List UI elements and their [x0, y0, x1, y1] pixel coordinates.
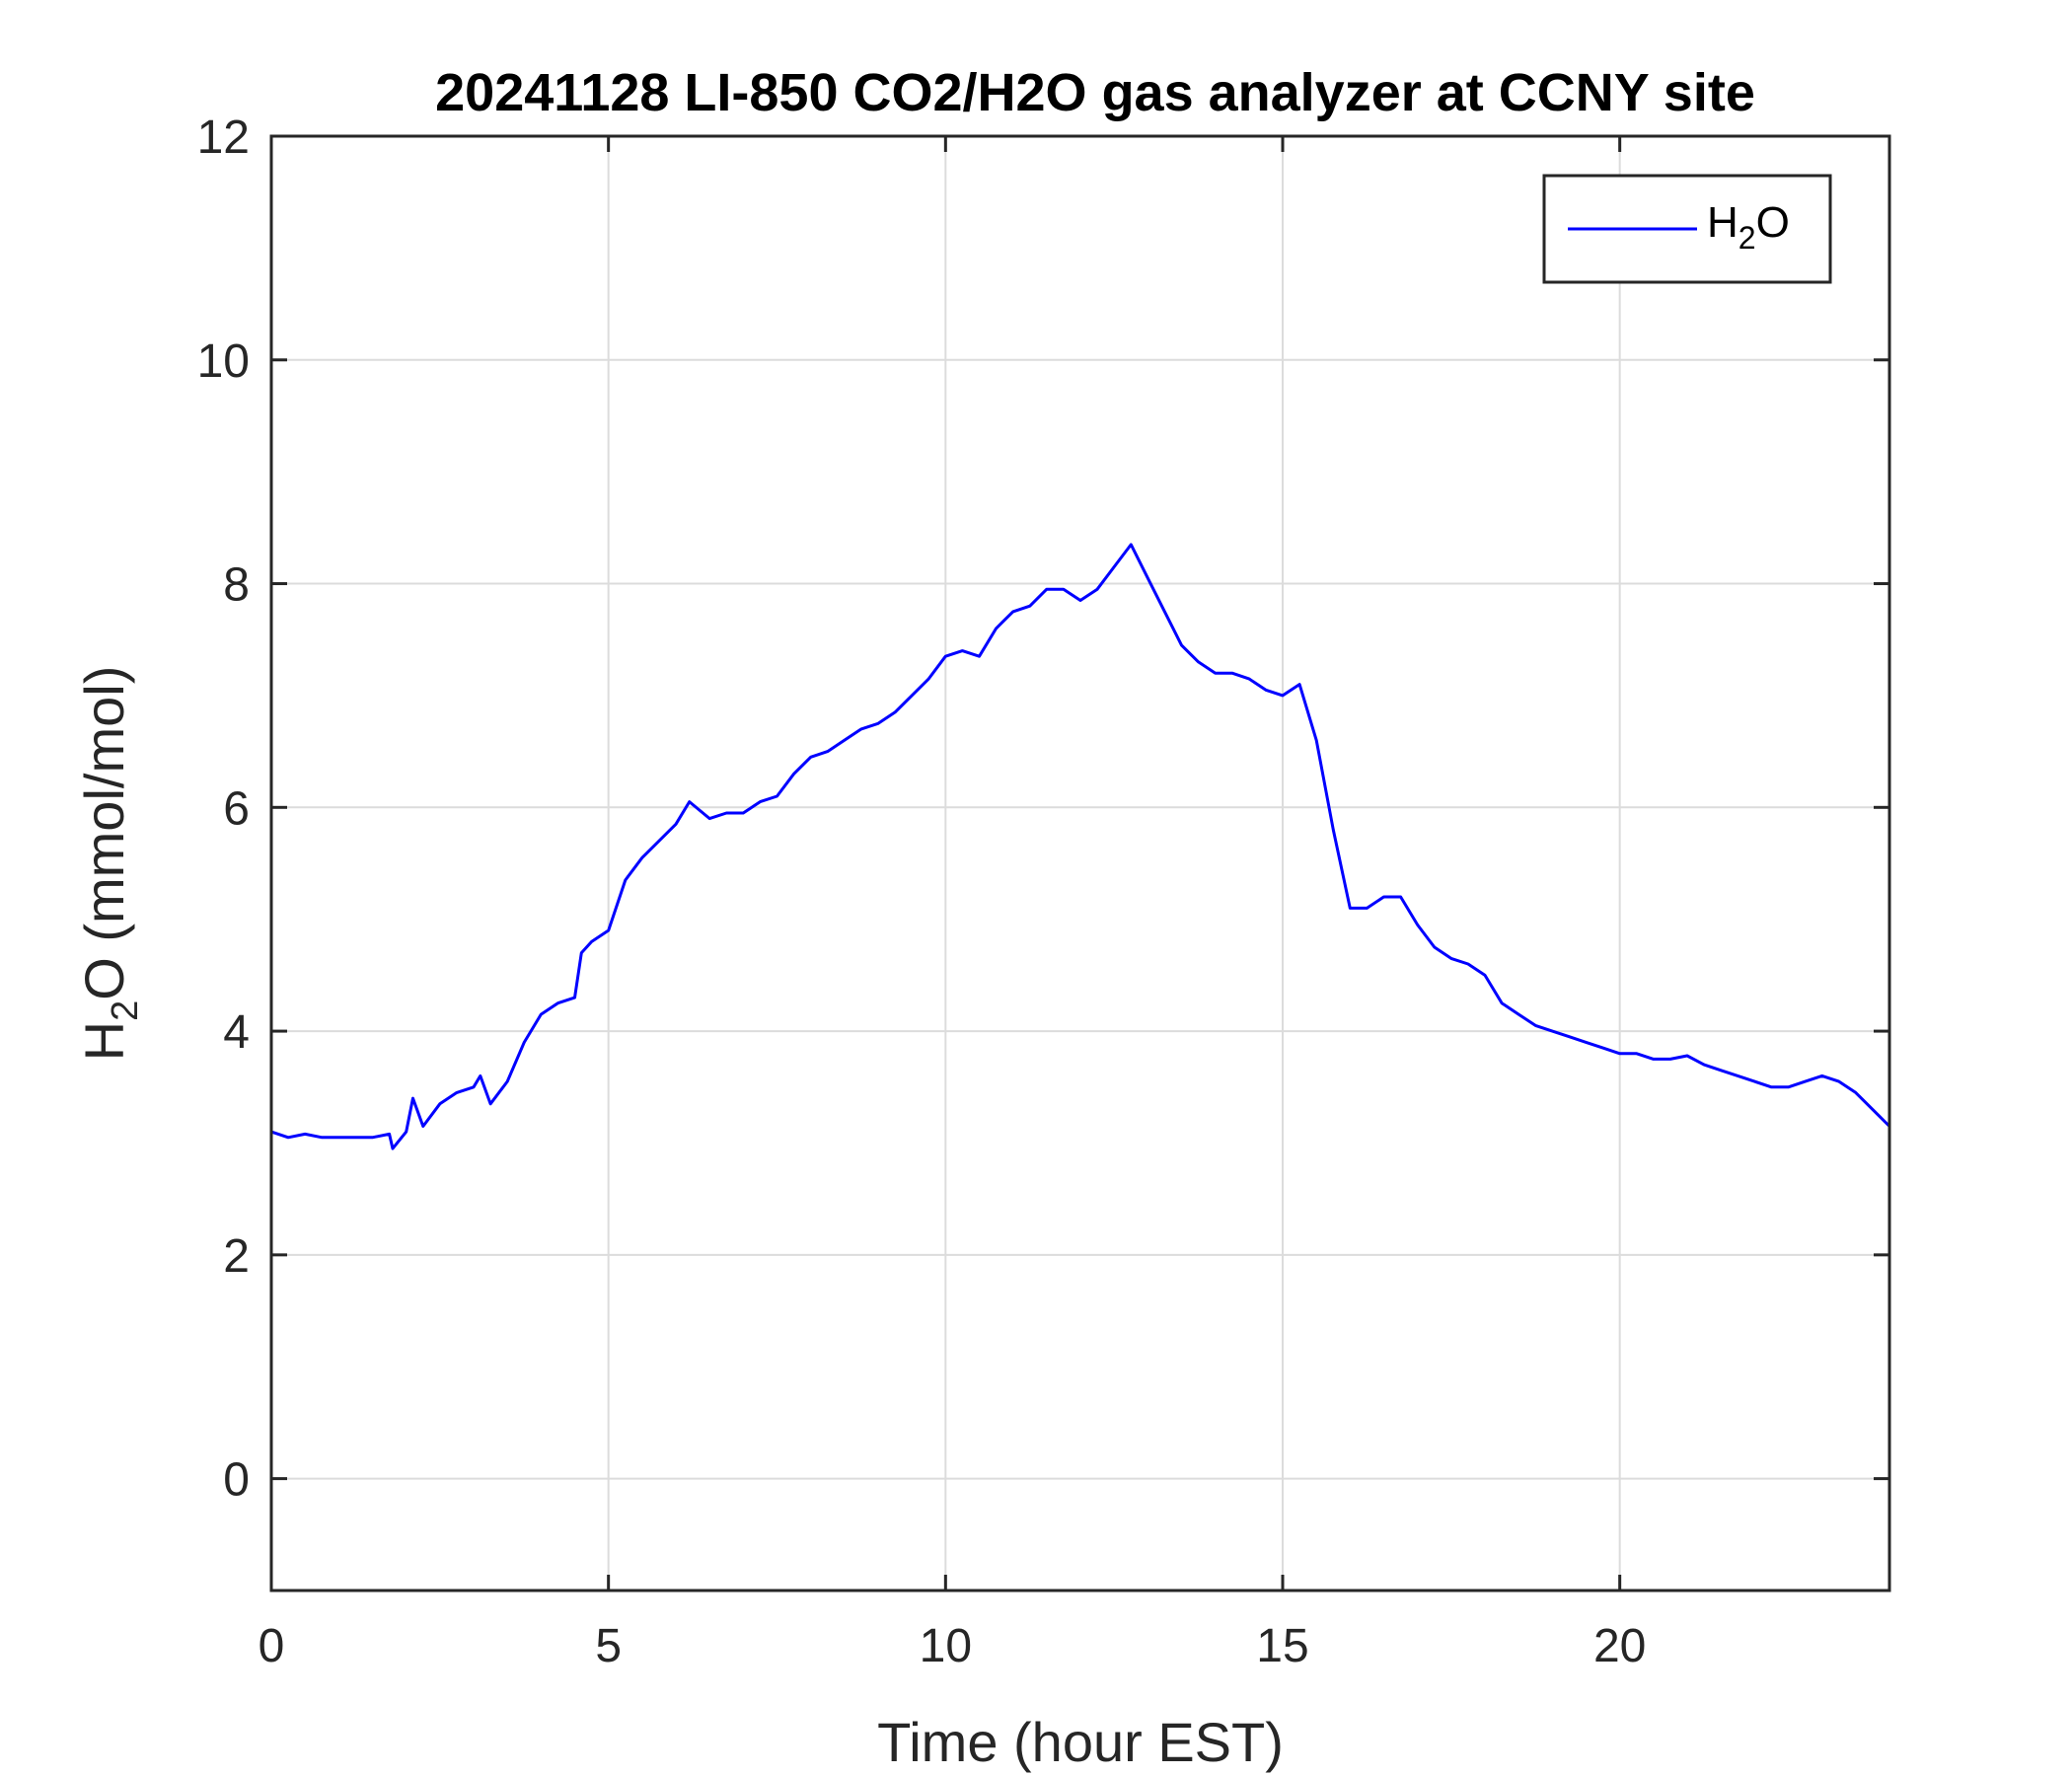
series-line-h2o [270, 543, 1891, 1150]
y-tick-label: 6 [223, 782, 250, 835]
y-axis-label-subscript: 2 [105, 1000, 146, 1021]
legend-label-subscript: 2 [1739, 220, 1756, 256]
y-axis-label-base: H [73, 1021, 135, 1061]
x-tick-label: 5 [595, 1620, 622, 1672]
y-tick-label: 4 [223, 1006, 250, 1059]
legend: H2O [1542, 174, 1832, 284]
x-tick-label: 20 [1593, 1620, 1646, 1672]
x-tick-label: 15 [1256, 1620, 1308, 1672]
y-tick-label: 8 [223, 559, 250, 612]
plot-area [269, 134, 1891, 1592]
y-tick-label: 10 [197, 335, 250, 388]
x-tick-label: 0 [259, 1620, 285, 1672]
y-tick-labels: 0 2 4 6 8 10 12 [197, 111, 250, 1507]
y-axis-label-rest: O (mmol/mol) [73, 666, 135, 1000]
y-tick-label: 12 [197, 111, 250, 164]
tick-marks [269, 134, 1889, 1591]
legend-label-rest: O [1756, 198, 1790, 247]
axes-frame [269, 134, 1891, 1592]
y-tick-label: 2 [223, 1230, 250, 1283]
x-tick-label: 10 [920, 1620, 972, 1672]
series-layer [270, 543, 1891, 1150]
x-axis-label: Time (hour EST) [877, 1711, 1284, 1773]
legend-label-base: H [1707, 198, 1739, 247]
legend-label-h2o: H2O [1707, 198, 1790, 256]
plot-background [271, 136, 1889, 1591]
grid-lines [270, 135, 1889, 1591]
y-axis-label: H2O (mmol/mol) [73, 666, 146, 1062]
y-tick-label: 0 [223, 1454, 250, 1507]
x-tick-labels: 0 5 10 15 20 [259, 1620, 1647, 1672]
chart-title: 20241128 LI-850 CO2/H2O gas analyzer at … [435, 63, 1755, 122]
